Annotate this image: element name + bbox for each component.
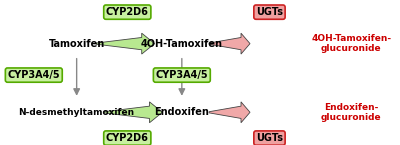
Text: CYP2D6: CYP2D6 <box>106 7 149 17</box>
Polygon shape <box>96 33 154 54</box>
Text: CYP2D6: CYP2D6 <box>106 133 149 143</box>
Text: Endoxifen: Endoxifen <box>154 107 209 117</box>
Polygon shape <box>209 33 250 54</box>
Polygon shape <box>104 102 162 123</box>
Text: 4OH-Tamoxifen: 4OH-Tamoxifen <box>141 39 223 49</box>
Text: UGTs: UGTs <box>256 133 283 143</box>
Text: UGTs: UGTs <box>256 7 283 17</box>
Text: 4OH-Tamoxifen-
glucuronide: 4OH-Tamoxifen- glucuronide <box>311 34 391 53</box>
Text: Endoxifen-
glucuronide: Endoxifen- glucuronide <box>321 103 382 122</box>
Text: Tamoxifen: Tamoxifen <box>48 39 105 49</box>
Text: CYP3A4/5: CYP3A4/5 <box>156 70 208 80</box>
Text: N-desmethyltamoxifen: N-desmethyltamoxifen <box>18 108 135 117</box>
Text: CYP3A4/5: CYP3A4/5 <box>8 70 60 80</box>
Polygon shape <box>209 102 250 123</box>
